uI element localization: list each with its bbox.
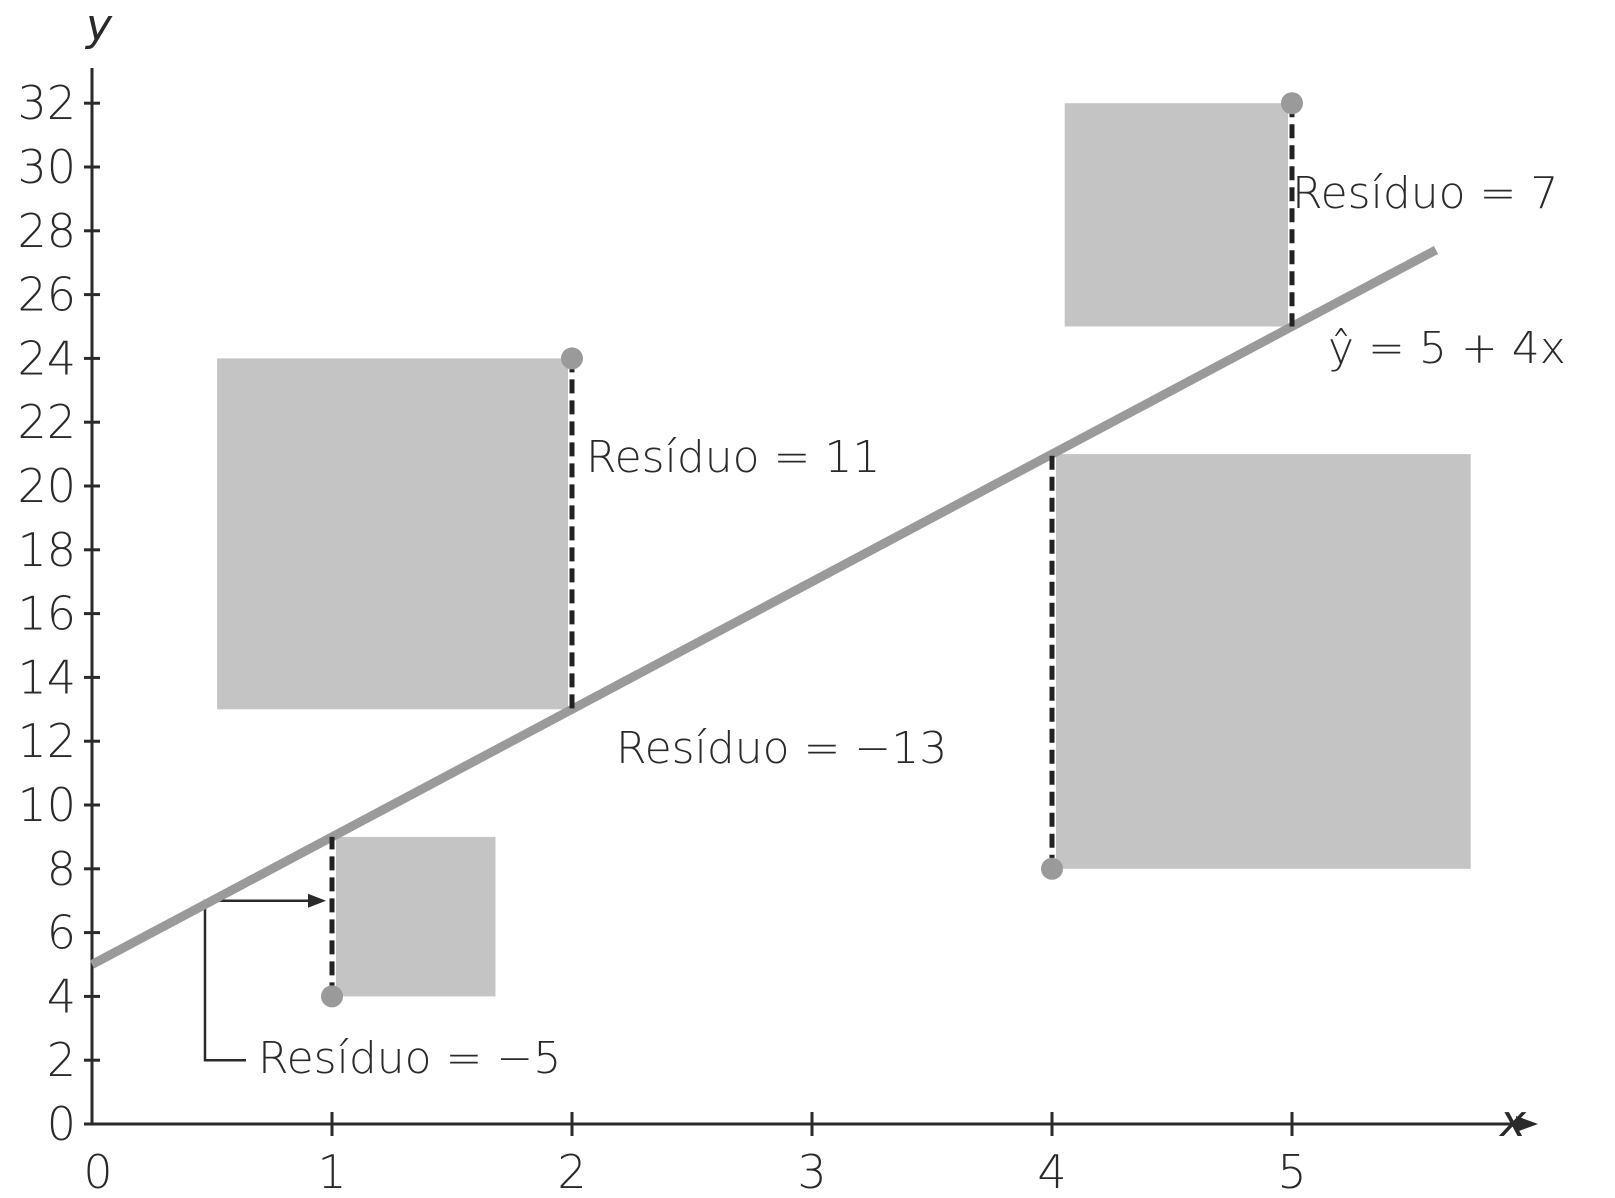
data-point-3 — [1041, 857, 1063, 880]
residual-square-4 — [1064, 103, 1288, 327]
regression-line — [89, 245, 1439, 969]
x-tick-label-3: 3 — [797, 1145, 826, 1198]
residual-annotation-1: Resíduo = −5 — [258, 1033, 561, 1084]
y-tick-label-10: 20 — [17, 459, 76, 513]
y-tick-label-5: 10 — [17, 778, 76, 832]
annotation-bracket-arrowhead — [308, 893, 326, 908]
residual-annotation-4: Resíduo = 7 — [1292, 168, 1558, 219]
data-point-4 — [1281, 92, 1303, 115]
labels: y x ŷ = 5 + 4x Resíduo = −5 Resíduo = 11… — [84, 0, 1566, 1147]
residual-square-1 — [336, 836, 496, 997]
residual-annotation-2: Resíduo = 11 — [586, 432, 880, 483]
x-axis-label: x — [1498, 1096, 1527, 1147]
residual-square-3 — [1056, 454, 1471, 869]
y-tick-label-7: 14 — [17, 650, 76, 704]
y-tick-label-3: 6 — [47, 906, 76, 960]
y-tick-label-0: 0 — [47, 1097, 76, 1151]
residual-annotation-3: Resíduo = −13 — [616, 723, 947, 774]
y-tick-label-9: 18 — [17, 523, 76, 577]
y-tick-label-11: 22 — [17, 395, 76, 449]
x-axis-arrow — [1516, 1116, 1538, 1132]
y-tick-label-12: 24 — [17, 331, 76, 385]
x-tick-label-5: 5 — [1277, 1145, 1306, 1198]
y-tick-label-14: 28 — [17, 204, 76, 258]
residual-squares — [217, 103, 1471, 997]
y-tick-label-2: 4 — [47, 969, 76, 1023]
data-point-1 — [321, 985, 343, 1008]
y-tick-label-6: 12 — [17, 714, 76, 768]
x-tick-label-0: 0 — [83, 1145, 112, 1198]
data-points — [321, 92, 1303, 1008]
y-tick-label-1: 2 — [47, 1033, 76, 1087]
residual-segments — [329, 103, 1295, 997]
residual-square-2 — [217, 358, 568, 710]
x-tick-label-1: 1 — [317, 1145, 346, 1198]
x-tick-label-4: 4 — [1037, 1145, 1066, 1198]
y-tick-label-8: 16 — [17, 587, 76, 641]
x-tick-label-2: 2 — [557, 1145, 586, 1198]
data-point-2 — [561, 347, 583, 370]
y-tick-label-15: 30 — [17, 140, 76, 194]
y-tick-label-4: 8 — [47, 842, 76, 896]
regression-equation-label: ŷ = 5 + 4x — [1328, 323, 1566, 374]
y-tick-label-13: 26 — [17, 268, 76, 322]
y-tick-label-16: 32 — [17, 76, 76, 130]
regression-line-layer — [89, 245, 1439, 969]
annotation-bracket — [203, 899, 320, 1062]
y-axis-label: y — [84, 0, 113, 51]
